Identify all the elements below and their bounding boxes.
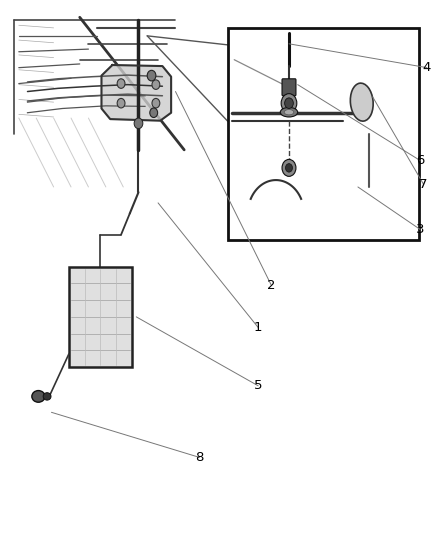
Text: 6: 6	[416, 154, 424, 167]
Circle shape	[282, 159, 296, 176]
Polygon shape	[102, 65, 171, 120]
Circle shape	[152, 99, 160, 108]
Circle shape	[150, 108, 158, 117]
FancyBboxPatch shape	[282, 79, 296, 96]
Text: 2: 2	[267, 279, 276, 292]
Text: 7: 7	[419, 178, 428, 191]
Circle shape	[117, 79, 125, 88]
Circle shape	[134, 118, 143, 128]
Text: 8: 8	[195, 451, 204, 464]
Ellipse shape	[43, 393, 51, 400]
Bar	[69, 266, 132, 367]
Text: 1: 1	[254, 321, 262, 334]
Ellipse shape	[284, 110, 294, 115]
Bar	[228, 28, 419, 240]
Circle shape	[152, 80, 160, 90]
Circle shape	[286, 164, 293, 172]
Circle shape	[285, 98, 293, 109]
Ellipse shape	[350, 83, 373, 121]
Circle shape	[117, 99, 125, 108]
Text: 5: 5	[254, 379, 262, 392]
Ellipse shape	[32, 391, 45, 402]
Ellipse shape	[280, 108, 298, 117]
Circle shape	[281, 94, 297, 113]
Text: 3: 3	[416, 223, 424, 236]
Text: 4: 4	[423, 61, 431, 74]
Circle shape	[147, 70, 156, 81]
